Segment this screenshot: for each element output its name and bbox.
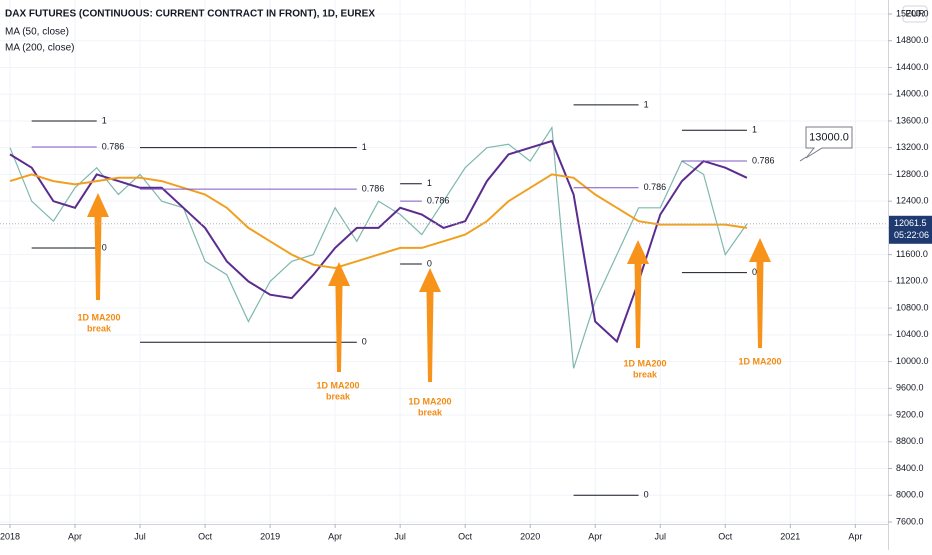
y-tick-label: 9600.0 xyxy=(896,383,924,393)
annotation: 1D MA200 xyxy=(738,356,781,366)
x-tick-label: Apr xyxy=(588,531,602,541)
countdown: 05:22:06 xyxy=(894,230,929,240)
y-tick-label: 10000.0 xyxy=(896,356,929,366)
fib-label: 1 xyxy=(362,142,367,152)
x-tick-label: Jul xyxy=(134,531,146,541)
x-tick-label: 2018 xyxy=(0,531,20,541)
x-tick-label: Jul xyxy=(394,531,406,541)
y-tick-label: 12800.0 xyxy=(896,169,929,179)
callout-label: 13000.0 xyxy=(809,131,849,143)
last-price: 12061.5 xyxy=(894,218,927,228)
legend-ma200: MA (200, close) xyxy=(5,43,74,54)
plot xyxy=(9,125,748,369)
x-tick-label: 2021 xyxy=(780,531,800,541)
legend-ma50: MA (50, close) xyxy=(5,27,69,38)
fib-label: 1 xyxy=(752,125,757,135)
y-tick-label: 10400.0 xyxy=(896,329,929,339)
callout-box xyxy=(805,126,853,159)
y-tick-label: 13600.0 xyxy=(896,115,929,125)
x-tick-label: Apr xyxy=(68,531,82,541)
fib-label: 0 xyxy=(362,337,367,347)
arrow xyxy=(627,240,649,348)
fib-label: 0 xyxy=(752,267,757,277)
x-tick-label: 2019 xyxy=(260,531,280,541)
annotation: 1D MA200 xyxy=(623,358,666,368)
annotation: break xyxy=(418,407,443,417)
annotation: 1D MA200 xyxy=(408,396,451,406)
fib-label: 0.786 xyxy=(362,184,385,194)
fib-label: 0 xyxy=(427,258,432,268)
fib-label: 1 xyxy=(102,115,107,125)
fib-label: 0.786 xyxy=(102,141,125,151)
annotation: break xyxy=(87,323,112,333)
y-tick-label: 15200.0 xyxy=(896,8,929,18)
arrow xyxy=(328,262,350,372)
y-tick-label: 11600.0 xyxy=(896,249,928,259)
annotation: break xyxy=(633,369,658,379)
fib-label: 0.786 xyxy=(752,155,775,165)
fib-label: 0.786 xyxy=(427,196,450,206)
x-tick-label: Jul xyxy=(654,531,666,541)
y-tick-label: 8400.0 xyxy=(896,463,924,473)
y-tick-label: 10800.0 xyxy=(896,302,929,312)
y-tick-label: 12400.0 xyxy=(896,196,929,206)
fib-label: 0.786 xyxy=(644,182,667,192)
y-tick-label: 9200.0 xyxy=(896,409,924,419)
x-tick-label: Oct xyxy=(458,531,473,541)
y-tick-label: 13200.0 xyxy=(896,142,929,152)
x-tick-label: Apr xyxy=(848,531,862,541)
currency: EUR xyxy=(905,8,925,18)
y-tick-label: 7600.0 xyxy=(896,516,924,526)
y-tick-label: 8800.0 xyxy=(896,436,924,446)
arrow xyxy=(87,193,109,300)
y-tick-label: 14400.0 xyxy=(896,62,929,72)
chart-title: DAX FUTURES (CONTINUOUS: CURRENT CONTRAC… xyxy=(5,9,375,20)
arrow xyxy=(419,268,441,382)
annotation: break xyxy=(326,391,351,401)
y-tick-label: 8000.0 xyxy=(896,490,924,500)
x-tick-label: Oct xyxy=(718,531,733,541)
annotation: 1D MA200 xyxy=(77,312,120,322)
arrow xyxy=(749,238,771,348)
currency-box[interactable] xyxy=(902,5,928,23)
x-tick-label: Apr xyxy=(328,531,342,541)
fib-label: 1 xyxy=(427,178,432,188)
moving-average xyxy=(9,139,748,344)
price-line xyxy=(9,125,748,369)
callout-pointer xyxy=(799,156,807,162)
y-tick-label: 11200.0 xyxy=(896,276,928,286)
fib-label: 1 xyxy=(644,99,649,109)
fib-label: 0 xyxy=(102,242,107,252)
y-tick-label: 14800.0 xyxy=(896,35,929,45)
last-price-tag xyxy=(889,215,932,244)
grid xyxy=(0,0,888,524)
annotation: 1D MA200 xyxy=(316,380,359,390)
y-tick-label: 14000.0 xyxy=(896,89,929,99)
x-tick-label: 2020 xyxy=(520,531,540,541)
fib-label: 0 xyxy=(644,490,649,500)
x-tick-label: Oct xyxy=(198,531,213,541)
moving-average xyxy=(9,173,748,270)
